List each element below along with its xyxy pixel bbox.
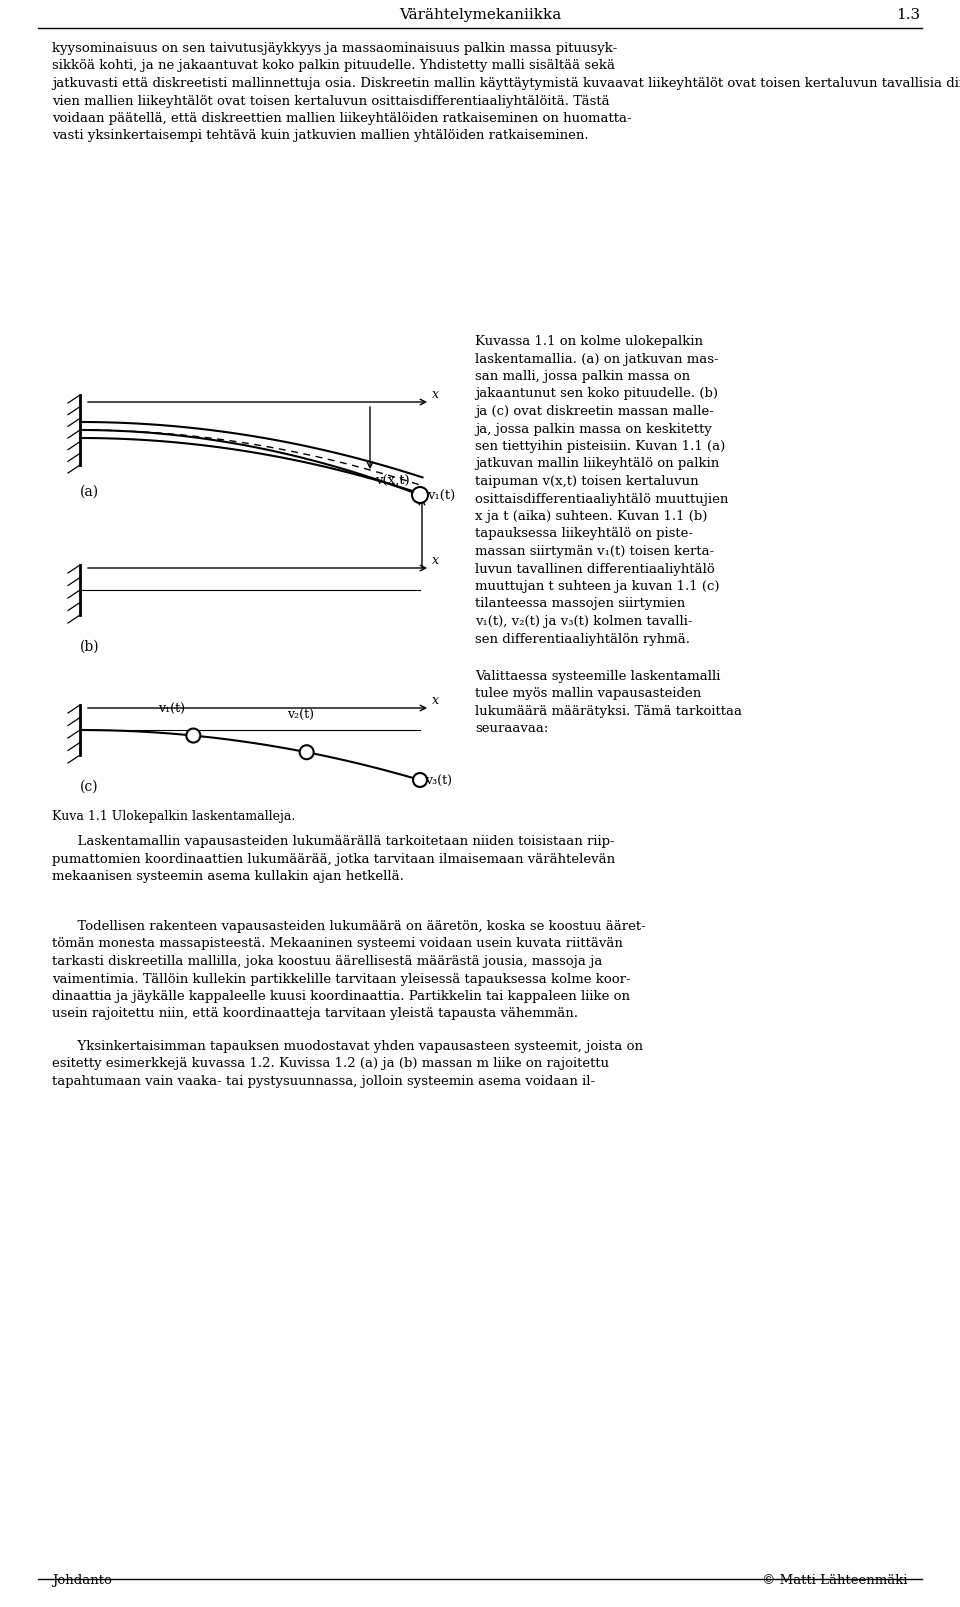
Circle shape [300,746,314,759]
Text: Värähtelymekaniikka: Värähtelymekaniikka [398,8,562,22]
Text: Johdanto: Johdanto [52,1573,112,1588]
Text: Todellisen rakenteen vapausasteiden lukumäärä on ääretön, koska se koostuu ääret: Todellisen rakenteen vapausasteiden luku… [52,919,646,1020]
Text: x: x [432,553,439,567]
Text: © Matti Lähteenmäki: © Matti Lähteenmäki [762,1573,908,1588]
Text: Laskentamallin vapausasteiden lukumäärällä tarkoitetaan niiden toisistaan riip-
: Laskentamallin vapausasteiden lukumääräl… [52,836,615,882]
Text: Valittaessa systeemille laskentamalli
tulee myös mallin vapausasteiden
lukumäärä: Valittaessa systeemille laskentamalli tu… [475,670,742,736]
Text: v₁(t): v₁(t) [158,702,185,717]
Circle shape [186,728,201,742]
Text: kyysominaisuus on sen taivutusjäykkyys ja massaominaisuus palkin massa pituusyk-: kyysominaisuus on sen taivutusjäykkyys j… [52,42,960,143]
Text: v₃(t): v₃(t) [425,775,452,787]
Text: Kuvassa 1.1 on kolme ulokepalkin
laskentamallia. (a) on jatkuvan mas-
san malli,: Kuvassa 1.1 on kolme ulokepalkin laskent… [475,334,729,646]
Circle shape [412,487,428,503]
Text: v₁(t): v₁(t) [427,490,455,503]
Text: v₂(t): v₂(t) [287,709,314,722]
Text: x: x [432,387,439,400]
Text: v(x,t): v(x,t) [375,476,410,489]
Text: (a): (a) [80,485,99,500]
Text: (b): (b) [80,640,100,654]
Circle shape [413,773,427,787]
Text: Yksinkertaisimman tapauksen muodostavat yhden vapausasteen systeemit, joista on
: Yksinkertaisimman tapauksen muodostavat … [52,1040,643,1088]
Text: 1.3: 1.3 [896,8,920,22]
Text: (c): (c) [80,779,99,794]
Text: Kuva 1.1 Ulokepalkin laskentamalleja.: Kuva 1.1 Ulokepalkin laskentamalleja. [52,810,296,823]
Text: x: x [432,694,439,707]
